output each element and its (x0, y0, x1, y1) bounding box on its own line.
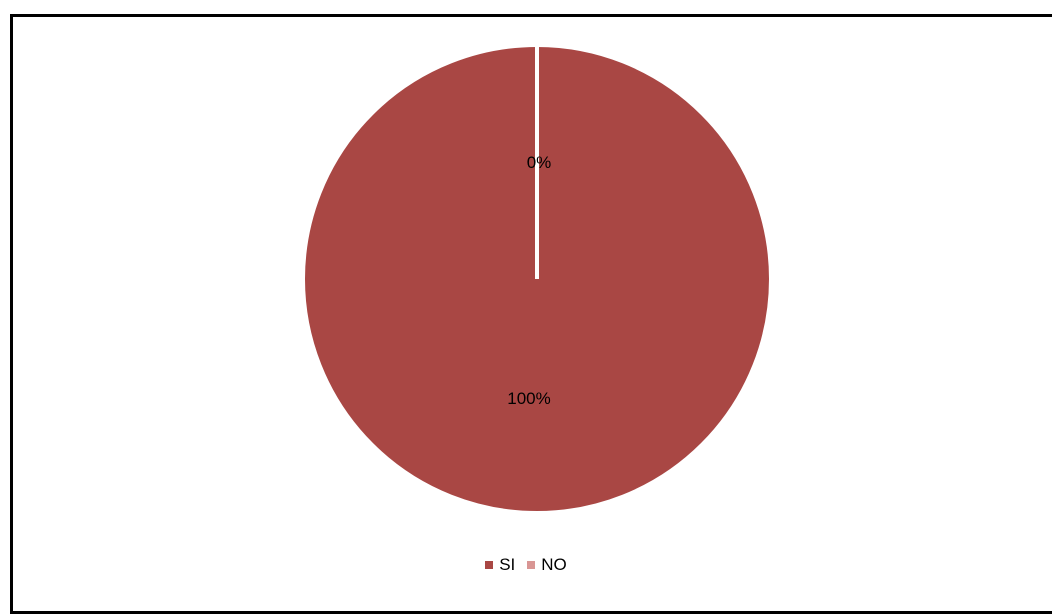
legend-swatch-no (527, 561, 536, 569)
legend-item-no[interactable]: NO (527, 555, 567, 575)
legend-label-si: SI (499, 555, 516, 574)
legend-label-no: NO (541, 555, 567, 574)
legend-swatch-si (485, 561, 494, 569)
legend-item-si[interactable]: SI (485, 555, 515, 575)
legend: SI NO (0, 555, 1052, 575)
data-label-no: 0% (527, 153, 552, 172)
pie-chart: 100% 0% (303, 45, 771, 513)
data-label-si: 100% (507, 389, 550, 408)
pie-slices (303, 45, 771, 513)
pie-data-labels: 100% 0% (507, 153, 551, 408)
